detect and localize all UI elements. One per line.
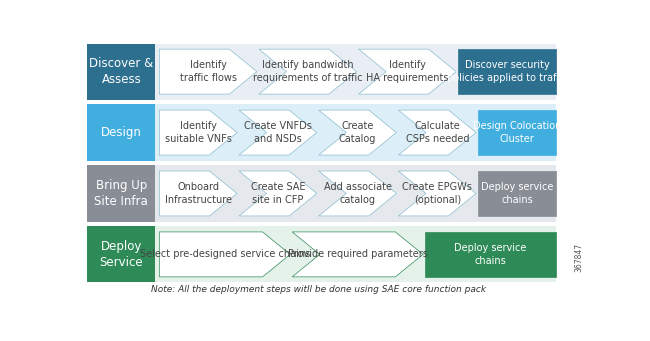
Text: 367847: 367847 [575, 243, 584, 272]
Text: Discover security
policies applied to traffic: Discover security policies applied to tr… [447, 60, 567, 83]
Polygon shape [318, 171, 396, 216]
FancyBboxPatch shape [425, 232, 556, 277]
FancyBboxPatch shape [87, 44, 155, 100]
Text: Select pre-designed service chains: Select pre-designed service chains [140, 249, 310, 260]
Text: Provide required parameters: Provide required parameters [287, 249, 428, 260]
Polygon shape [239, 171, 317, 216]
Text: Identify
traffic flows: Identify traffic flows [179, 60, 237, 83]
FancyBboxPatch shape [87, 165, 556, 222]
Text: Identify
HA requirements: Identify HA requirements [366, 60, 448, 83]
Polygon shape [159, 232, 290, 277]
Text: Discover &
Assess: Discover & Assess [89, 57, 153, 86]
FancyBboxPatch shape [458, 49, 556, 94]
FancyBboxPatch shape [87, 165, 155, 222]
FancyBboxPatch shape [87, 226, 556, 282]
Text: Create
Catalog: Create Catalog [339, 121, 376, 144]
Polygon shape [159, 49, 257, 94]
Text: Bring Up
Site Infra: Bring Up Site Infra [94, 179, 148, 208]
Text: Identify
suitable VNFs: Identify suitable VNFs [164, 121, 231, 144]
Text: Identify bandwidth
requirements of traffic: Identify bandwidth requirements of traff… [253, 60, 363, 83]
Polygon shape [318, 110, 396, 155]
Text: Add associate
catalog: Add associate catalog [324, 182, 391, 205]
Text: Deploy
Service: Deploy Service [99, 240, 143, 269]
Text: Calculate
CSPs needed: Calculate CSPs needed [406, 121, 469, 144]
FancyBboxPatch shape [87, 44, 556, 100]
FancyBboxPatch shape [87, 226, 155, 282]
Polygon shape [259, 49, 357, 94]
FancyBboxPatch shape [87, 104, 556, 161]
Polygon shape [159, 171, 237, 216]
Polygon shape [398, 171, 476, 216]
Text: Onboard
Infrastructure: Onboard Infrastructure [164, 182, 231, 205]
Text: Deploy service
chains: Deploy service chains [481, 182, 553, 205]
Polygon shape [239, 110, 317, 155]
FancyBboxPatch shape [478, 171, 556, 216]
Polygon shape [398, 110, 476, 155]
Text: Create EPGWs
(optional): Create EPGWs (optional) [402, 182, 472, 205]
Text: Note: All the deployment steps witll be done using SAE core function pack: Note: All the deployment steps witll be … [151, 284, 486, 294]
FancyBboxPatch shape [478, 110, 556, 155]
Text: Design: Design [101, 126, 142, 139]
Polygon shape [159, 110, 237, 155]
Text: Create SAE
site in CFP: Create SAE site in CFP [251, 182, 305, 205]
Polygon shape [292, 232, 423, 277]
Text: Deploy service
chains: Deploy service chains [454, 243, 526, 266]
Text: Create VNFDs
and NSDs: Create VNFDs and NSDs [244, 121, 312, 144]
Text: Design Colocation
Cluster: Design Colocation Cluster [473, 121, 561, 144]
FancyBboxPatch shape [87, 104, 155, 161]
Polygon shape [359, 49, 456, 94]
